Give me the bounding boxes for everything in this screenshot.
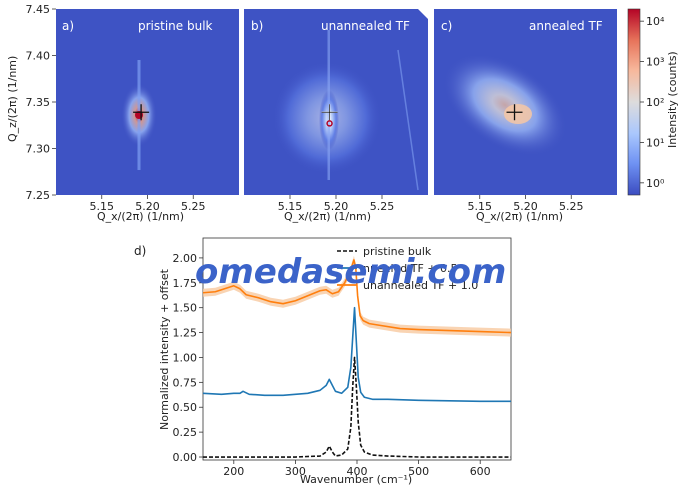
x-tick-label: 5.20 [135,200,160,213]
colorbar: 10⁰ 10¹ 10² 10³ 10⁴ Intensity (counts) [627,8,678,196]
x-tick-label: 500 [408,465,429,478]
y-tick-label: 0.50 [173,401,198,414]
panel-b-xlabel: Q_x/(2π) (1/nm) [284,210,371,223]
panel-b-cross-marker [321,104,338,121]
watermark-text: omedasemi.com [195,252,506,292]
colorbar-tick-label: 10⁰ [646,177,665,190]
y-tick-label: 7.25 [26,189,51,202]
uncertainty-band [203,255,511,337]
panel-d-ylabel: Normalized intensity + offset [158,268,171,430]
panel-c-xlabel: Q_x/(2π) (1/nm) [476,210,563,223]
panel-a-xlabel: Q_x/(2π) (1/nm) [97,210,184,223]
panel-b-title: unannealed TF [321,19,410,33]
series-line-2 [202,306,511,403]
colorbar-gradient [627,8,641,196]
panel-b-corner-mask [418,9,428,19]
y-tick-label: 2.00 [173,252,198,265]
panel-b-rsm: b) unannealed TF [244,9,428,195]
colorbar-tick-label: 10¹ [646,136,664,149]
y-tick-label: 1.50 [173,302,198,315]
y-tick-label: 7.40 [26,50,51,63]
panel-b-label: b) [251,19,263,33]
series-line-1 [203,356,511,458]
x-tick-label: 300 [285,465,306,478]
colorbar-ticks: 10⁰ 10¹ 10² 10³ 10⁴ [640,15,665,190]
legend-item-annealed: nnealed TF + 0.5 [363,262,458,275]
panel-a-rsm: a) pristine bulk [56,9,239,195]
y-tick-label: 0.75 [173,376,198,389]
x-tick-label: 5.25 [181,200,206,213]
legend: pristine bulk nnealed TF + 0.5 unanneale… [337,245,478,292]
y-tick-label: 7.35 [26,96,51,109]
panel-d-label: d) [134,244,146,258]
panel-c-label: c) [441,19,452,33]
x-tick-label: 400 [347,465,368,478]
x-tick-label: 5.20 [324,200,349,213]
panel-b-streak [327,30,330,180]
spectra-lines [202,259,512,458]
panel-b-circle-marker [326,120,333,127]
x-tick-label: 5.15 [468,200,493,213]
panel-c-rsm: c) annealed TF [434,9,617,195]
panel-a-title: pristine bulk [138,19,213,33]
panel-d-xlabel: Wavenumber (cm⁻¹) [300,473,412,486]
x-tick-label: 600 [470,465,491,478]
x-tick-label: 5.15 [90,200,115,213]
panel-c-core [504,104,532,124]
y-tick-label: 1.25 [173,327,198,340]
x-tick-label: 5.15 [278,200,303,213]
panel-c-title: annealed TF [529,19,603,33]
panel-d-axes: 200 300 400 500 600 0.00 0.25 0.50 0.75 1.00 1.25 1… [173,252,491,478]
legend-item-pristine: pristine bulk [363,245,432,258]
panel-a-label: a) [62,19,74,33]
unannealed-uncertainty-band [203,255,511,337]
x-tick-label: 200 [223,465,244,478]
y-tick-label: 1.75 [173,277,198,290]
panel-c-cross-marker [506,104,523,121]
x-tick-label: 5.20 [513,200,538,213]
panel-c-diffuse-glow [441,53,569,157]
panel-a-cross-marker [133,104,150,121]
series-line-3 [202,259,512,334]
legend-item-unannealed: unannealed TF + 1.0 [363,279,478,292]
y-tick-label: 0.25 [173,426,198,439]
colorbar-label: Intensity (counts) [666,51,678,148]
colorbar-tick-label: 10⁴ [646,15,665,28]
x-tick-label: 5.25 [559,200,584,213]
y-tick-label: 7.30 [26,143,51,156]
panel-b-diagonal-streak [397,49,419,191]
colorbar-tick-label: 10³ [646,56,664,69]
panel-d-spectra: d) 200 300 400 500 600 0.00 0.25 0.50 0.75 1.00 1.… [134,237,512,486]
panel-a-ylabel: Q_z/(2π) (1/nm) [6,56,19,142]
colorbar-tick-label: 10² [646,96,664,109]
y-tick-label: 0.00 [173,451,198,464]
x-tick-label: 5.25 [370,200,395,213]
circle-marker [326,120,333,127]
map-axes: 5.15 5.20 5.25 5.15 5.20 5.25 5.15 5.20 5.25 7.45… [26,3,584,213]
y-tick-label: 1.00 [173,351,198,364]
y-tick-label: 7.45 [26,3,51,16]
